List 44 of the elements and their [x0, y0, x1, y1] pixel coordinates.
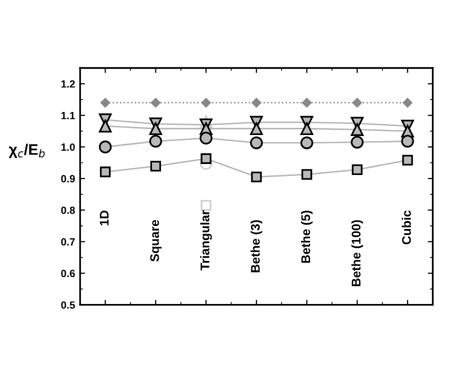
y-tick-label: 0.8 — [61, 206, 75, 214]
point — [100, 166, 111, 178]
x-tick-label: Bethe (3) — [250, 220, 262, 272]
y-tick-label: 0.6 — [61, 270, 75, 278]
point — [201, 98, 211, 108]
point — [100, 98, 110, 108]
point — [98, 140, 112, 154]
point — [401, 134, 414, 148]
x-tick-label: Bethe (100) — [351, 220, 364, 286]
point — [200, 115, 212, 128]
point — [402, 98, 412, 108]
y-tick-label: 0.5 — [61, 301, 75, 309]
point — [200, 153, 212, 164]
point — [352, 164, 363, 176]
y-tick-label: 0.9 — [61, 175, 75, 182]
point — [300, 136, 314, 150]
point — [302, 98, 312, 108]
point — [402, 154, 413, 166]
point — [251, 172, 262, 182]
point — [150, 160, 162, 172]
point — [352, 98, 362, 108]
x-tick-label: Bethe (5) — [300, 210, 313, 263]
y-tick-label: 1.0 — [61, 143, 75, 151]
y-axis-title: χ$_{c}$/E$_{b}$ — [8, 144, 45, 158]
x-tick-label: Triangular — [200, 210, 212, 270]
x-tick-label: 1D — [100, 210, 109, 226]
point — [301, 169, 312, 180]
x-tick-label: Square — [150, 220, 162, 262]
y-tick-label: 0.7 — [61, 238, 75, 246]
point — [149, 134, 162, 148]
point — [98, 120, 112, 132]
point — [200, 132, 212, 144]
point — [252, 98, 262, 108]
point — [149, 122, 162, 136]
point — [250, 122, 263, 136]
point — [350, 123, 364, 136]
point — [350, 136, 364, 149]
y-tick-label: 1.2 — [61, 80, 75, 88]
point — [150, 98, 160, 108]
point — [200, 200, 212, 211]
point — [250, 136, 263, 150]
y-tick-label: 1.1 — [61, 112, 75, 120]
x-tick-label: Cubic — [402, 210, 411, 244]
point — [300, 122, 314, 136]
